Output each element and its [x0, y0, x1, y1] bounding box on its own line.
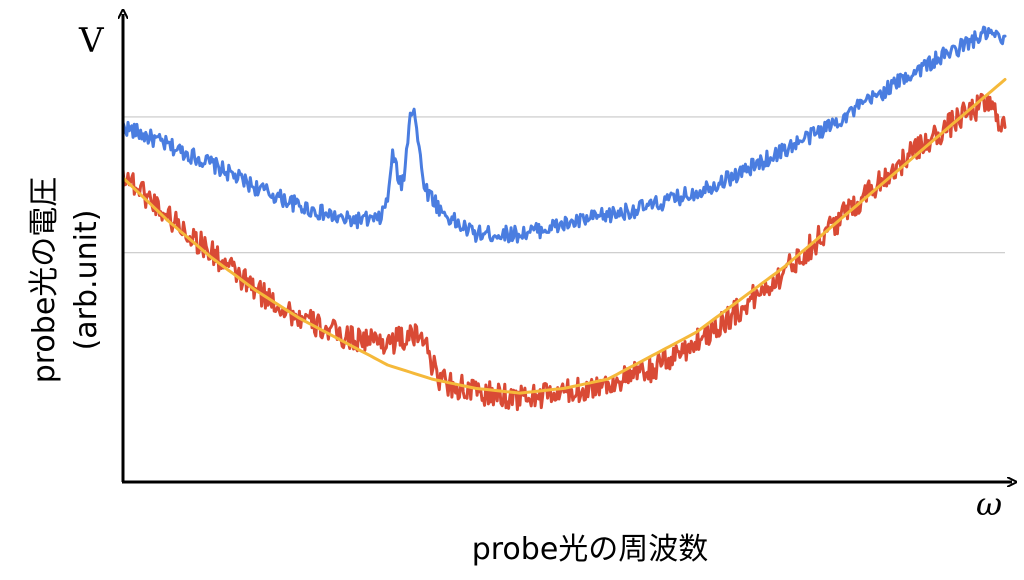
- plot-series: [121, 25, 1007, 412]
- series-line-2: [121, 78, 1007, 395]
- gridlines: [123, 116, 1005, 254]
- series-line-1: [121, 92, 1007, 412]
- y-axis-title-line1: probe光の電圧: [27, 177, 62, 384]
- y-axis-letter: V: [78, 21, 105, 61]
- series-line-0: [121, 25, 1007, 244]
- x-axis-letter: ω: [976, 485, 1002, 523]
- y-axis-title-line2: (arb.unit): [69, 210, 104, 351]
- x-axis-title: probe光の周波数: [472, 532, 709, 567]
- y-axis-title: probe光の電圧 (arb.unit): [27, 177, 104, 384]
